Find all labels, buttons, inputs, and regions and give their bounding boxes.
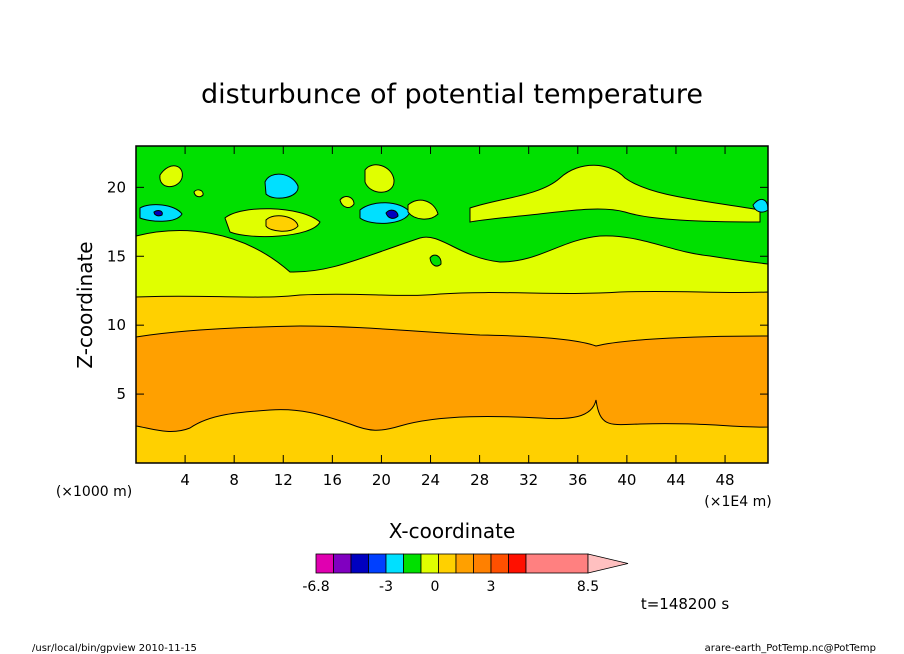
band-orange: [135, 325, 769, 432]
blob-12: [339, 196, 355, 208]
y-axis-label: Z-coordinate: [73, 241, 97, 368]
y-tick-labels: 5 10 15 20: [107, 178, 126, 403]
x-tick-marks: [184, 146, 726, 463]
x-tick-label: 12: [274, 471, 293, 489]
footer-right: arare-earth_PotTemp.nc@PotTemp: [705, 643, 876, 654]
colorbar-swatch: [420, 553, 439, 574]
plot-area: [135, 145, 769, 464]
colorbar-tick-labels: -6.8 -3 0 3 8.5: [302, 579, 599, 595]
x-tick-label: 4: [180, 471, 190, 489]
colorbar-tick-label: -6.8: [302, 579, 329, 595]
colorbar-swatch: [490, 553, 509, 574]
y-tick-label: 15: [107, 247, 126, 265]
colorbar-tick-label: -3: [379, 579, 393, 595]
blob-14: [429, 254, 442, 267]
x-tick-label: 24: [421, 471, 440, 489]
x-tick-label: 20: [372, 471, 391, 489]
chart-title: disturbunce of potential temperature: [201, 79, 703, 110]
x-tick-label: 44: [666, 471, 685, 489]
colorbar-swatch: [333, 553, 352, 574]
z-unit-label: (×1000 m): [56, 484, 132, 500]
colorbar-tick-label: 3: [487, 579, 496, 595]
colorbar-swatch: [438, 553, 457, 574]
y-tick-label: 10: [107, 316, 126, 334]
colorbar-swatch: [385, 553, 404, 574]
x-tick-label: 32: [519, 471, 538, 489]
x-tick-label: 8: [229, 471, 239, 489]
blob-7: [265, 215, 299, 232]
x-tick-label: 40: [617, 471, 636, 489]
blobs: [139, 164, 769, 267]
colorbar-arrow: [587, 553, 629, 574]
x-tick-label: 28: [470, 471, 489, 489]
x-axis-label: X-coordinate: [389, 519, 516, 543]
blob-9: [385, 209, 399, 219]
colorbar-swatch: [315, 553, 334, 574]
band-yellow-upper: [469, 164, 761, 223]
y-tick-marks: [136, 186, 768, 395]
blob-2: [364, 164, 395, 193]
plot-frame: [135, 145, 769, 464]
footer-left: /usr/local/bin/gpview 2010-11-15: [32, 643, 197, 654]
blob-1: [159, 165, 183, 188]
blob-13: [193, 189, 204, 198]
colorbar-swatch: [508, 553, 527, 574]
colorbar-tick-label: 8.5: [577, 579, 599, 595]
blob-8: [407, 199, 439, 220]
y-tick-label: 20: [107, 178, 126, 196]
x-unit-label: (×1E4 m): [704, 494, 771, 510]
colorbar-swatch: [368, 553, 387, 574]
time-label: t=148200 s: [641, 595, 729, 613]
colorbar-swatch: [525, 553, 589, 574]
colorbar: [315, 553, 629, 574]
colorbar-swatch: [350, 553, 369, 574]
x-tick-labels: 4 8 12 16 20 24 28 32 36 40 44 48: [180, 471, 734, 489]
colorbar-tick-label: 0: [431, 579, 440, 595]
y-tick-label: 5: [116, 385, 126, 403]
colorbar-swatch: [455, 553, 474, 574]
colorbar-swatch: [473, 553, 492, 574]
x-tick-label: 48: [716, 471, 735, 489]
blob-10: [153, 210, 163, 217]
x-tick-label: 36: [568, 471, 587, 489]
blob-3: [264, 173, 299, 199]
colorbar-swatch: [403, 553, 422, 574]
x-tick-label: 16: [323, 471, 342, 489]
